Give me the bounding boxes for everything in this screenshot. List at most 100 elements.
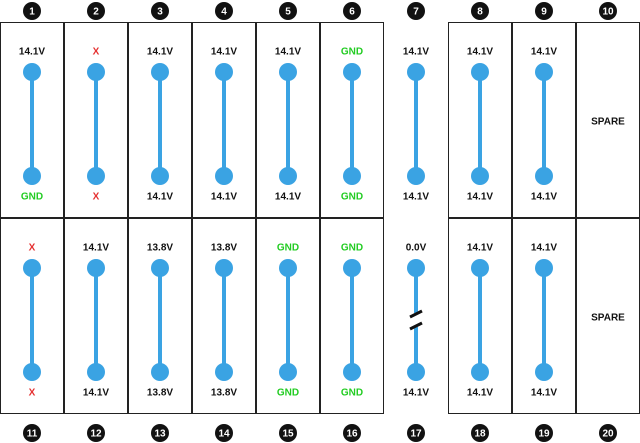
pin-number-badge [343, 2, 361, 20]
pin-number: 2 [93, 7, 99, 18]
pin-dot [151, 167, 169, 185]
top-voltage: 14.1V [531, 243, 557, 254]
pin-dot [279, 167, 297, 185]
pin-number: 19 [538, 429, 550, 440]
pin-number: 20 [602, 429, 614, 440]
top-voltage: 14.1V [83, 243, 109, 254]
pin-box [128, 22, 192, 218]
pin-number: 5 [285, 7, 291, 18]
pin-dot [343, 363, 361, 381]
top-voltage: 14.1V [403, 47, 429, 58]
top-voltage: 14.1V [467, 47, 493, 58]
pin-number-badge [535, 424, 553, 442]
pin-dot [471, 363, 489, 381]
pin-number: 14 [218, 429, 230, 440]
spare-label: SPARE [591, 313, 625, 324]
pin-number-badge [343, 424, 361, 442]
pin-number-badge [279, 2, 297, 20]
pin-box [256, 218, 320, 414]
bottom-voltage: GND [341, 388, 363, 399]
pin-box [128, 218, 192, 414]
pin-number: 4 [221, 7, 227, 18]
top-voltage: 13.8V [211, 243, 237, 254]
pin-number: 9 [541, 7, 547, 18]
pin-box [256, 22, 320, 218]
pin-number: 13 [154, 429, 166, 440]
top-voltage: X [29, 243, 36, 254]
pin-number: 16 [346, 429, 358, 440]
pin-dot [535, 363, 553, 381]
bottom-voltage: 14.1V [275, 192, 301, 203]
spare-label: SPARE [591, 117, 625, 128]
pin-dot [23, 167, 41, 185]
pin-number-badge [151, 424, 169, 442]
break-mark [409, 321, 423, 331]
bottom-voltage: GND [21, 192, 43, 203]
pin-number-badge [215, 424, 233, 442]
pin-box [64, 22, 128, 218]
pin-dot [87, 363, 105, 381]
pin-dot [151, 63, 169, 81]
pin-number-badge [599, 2, 617, 20]
pin-box [64, 218, 128, 414]
pin-number: 15 [282, 429, 294, 440]
pin-dot [535, 167, 553, 185]
pin-box [512, 218, 576, 414]
pin-number-badge [471, 2, 489, 20]
pin-number-badge [151, 2, 169, 20]
top-voltage: 14.1V [467, 243, 493, 254]
pin-dot [215, 363, 233, 381]
bottom-voltage: 14.1V [467, 192, 493, 203]
pin-dot [279, 259, 297, 277]
pin-box [320, 218, 384, 414]
bottom-voltage: X [93, 192, 100, 203]
pin-number-badge [471, 424, 489, 442]
pin-number-badge [279, 424, 297, 442]
pin-number-badge [215, 2, 233, 20]
pin-number-badge [599, 424, 617, 442]
pin-number: 7 [413, 7, 419, 18]
pin-dot [471, 259, 489, 277]
pin-box [448, 22, 512, 218]
top-voltage: 0.0V [406, 243, 427, 254]
pin-dot [343, 259, 361, 277]
bottom-voltage: 14.1V [467, 388, 493, 399]
pin-dot [407, 167, 425, 185]
bottom-voltage: 14.1V [531, 192, 557, 203]
pin-box [0, 22, 64, 218]
bottom-voltage: 13.8V [211, 388, 237, 399]
pin-dot [407, 63, 425, 81]
pin-dot [151, 259, 169, 277]
pin-number-badge [87, 2, 105, 20]
pin-number: 8 [477, 7, 483, 18]
pin-number-badge [23, 2, 41, 20]
bottom-voltage: 13.8V [147, 388, 173, 399]
pin-box [512, 22, 576, 218]
bottom-voltage: 14.1V [83, 388, 109, 399]
top-voltage: 14.1V [147, 47, 173, 58]
top-voltage: 14.1V [19, 47, 45, 58]
pin-dot [407, 259, 425, 277]
pin-number-badge [23, 424, 41, 442]
top-voltage: 14.1V [531, 47, 557, 58]
top-voltage: GND [341, 243, 363, 254]
bottom-voltage: GND [341, 192, 363, 203]
pin-box [320, 22, 384, 218]
pin-number: 11 [27, 429, 38, 440]
bottom-voltage: 14.1V [147, 192, 173, 203]
pin-dot [23, 63, 41, 81]
pin-dot [343, 167, 361, 185]
pin-dot [279, 363, 297, 381]
pin-number: 17 [410, 429, 422, 440]
bottom-voltage: 14.1V [531, 388, 557, 399]
bottom-voltage: X [29, 388, 36, 399]
top-voltage: X [93, 47, 100, 58]
pin-number: 10 [602, 7, 614, 18]
pin-dot [471, 167, 489, 185]
pin-box [192, 218, 256, 414]
pin-dot [87, 259, 105, 277]
pin-number-badge [407, 424, 425, 442]
pin-dot [535, 259, 553, 277]
bottom-voltage: 14.1V [403, 388, 429, 399]
